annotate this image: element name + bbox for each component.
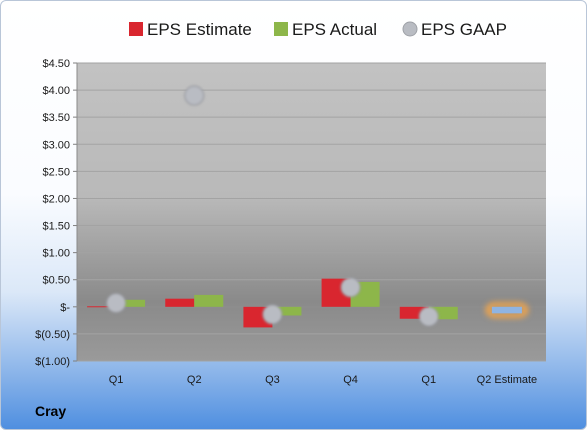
- legend-swatch: [402, 21, 418, 37]
- legend-swatch: [274, 22, 288, 36]
- legend-label: EPS Actual: [292, 20, 377, 39]
- x-category-label: Q2 Estimate: [477, 374, 538, 386]
- y-tick-label: $2.00: [42, 193, 70, 205]
- eps-actual-bar: [194, 294, 224, 307]
- eps-actual-bar: [116, 299, 146, 307]
- eps-estimate-bar: [399, 306, 429, 319]
- forecast-estimate-bar: [491, 306, 522, 314]
- y-tick-label: $-: [60, 302, 70, 314]
- eps-estimate-bar: [87, 306, 117, 308]
- legend-swatch: [129, 22, 143, 36]
- y-tick-label: $0.50: [42, 275, 70, 287]
- y-tick-label: $1.00: [42, 248, 70, 260]
- y-tick-label: $3.00: [42, 139, 70, 151]
- y-tick-label: $(1.00): [35, 356, 70, 368]
- eps-estimate-bar: [165, 298, 195, 307]
- eps-gaap-point: [262, 304, 283, 325]
- eps-gaap-point: [340, 277, 361, 298]
- x-category-label: Q4: [343, 374, 358, 386]
- company-name: Cray: [35, 403, 67, 419]
- y-tick-label: $3.50: [42, 112, 70, 124]
- eps-gaap-point: [106, 293, 127, 314]
- y-tick-label: $4.00: [42, 85, 70, 97]
- x-category-label: Q1: [109, 374, 124, 386]
- y-tick-label: $(0.50): [35, 329, 70, 341]
- y-tick-label: $2.50: [42, 166, 70, 178]
- eps-gaap-point: [418, 306, 439, 327]
- legend-label: EPS Estimate: [147, 20, 252, 39]
- y-tick-label: $1.50: [42, 221, 70, 233]
- x-category-label: Q3: [265, 374, 280, 386]
- x-category-label: Q2: [187, 374, 202, 386]
- y-tick-label: $4.50: [42, 58, 70, 70]
- plot-area: [77, 63, 546, 361]
- eps-gaap-point: [184, 85, 205, 106]
- x-category-label: Q1: [421, 374, 436, 386]
- eps-actual-bar: [272, 306, 302, 316]
- legend-label: EPS GAAP: [421, 20, 507, 39]
- forecast-glow: [485, 302, 529, 318]
